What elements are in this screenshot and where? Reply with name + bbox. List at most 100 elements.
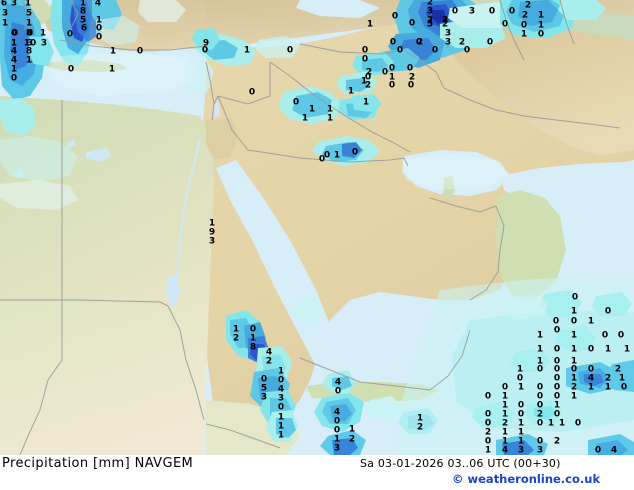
precip-value: 0	[553, 382, 561, 393]
precip-value: 0	[10, 28, 18, 39]
precip-value: 1	[517, 436, 525, 447]
precip-value: 1	[618, 373, 626, 384]
precip-value: 0	[10, 73, 18, 84]
precip-value: 1	[517, 382, 525, 393]
precip-value: 2	[501, 418, 509, 429]
precip-value: 3	[10, 0, 18, 9]
precip-value: 3	[26, 38, 34, 49]
precip-value: 0	[407, 80, 415, 91]
precip-value: 0	[408, 18, 416, 29]
precip-value: 1	[416, 413, 424, 424]
precip-value: 0	[463, 45, 471, 56]
precip-value: 0	[292, 97, 300, 108]
precip-value: 1	[347, 86, 355, 97]
precip-value: 0	[388, 63, 396, 74]
precip-value: 1	[10, 64, 18, 75]
precip-value: 0	[553, 325, 561, 336]
precip-value: 1	[604, 382, 612, 393]
precip-value: 1	[501, 427, 509, 438]
legend-footer: Precipitation [mm] NAVGEM Sa 03-01-2026 …	[0, 455, 634, 490]
precip-value: 1	[604, 344, 612, 355]
precip-value: 0	[536, 418, 544, 429]
precip-value: 1	[553, 400, 561, 411]
precip-value: 1	[208, 218, 216, 229]
precip-value: 1	[243, 45, 251, 56]
precip-value: 0	[351, 147, 359, 158]
precip-value: 0	[415, 37, 423, 48]
precip-value: 0	[318, 154, 326, 165]
precip-value: 2	[365, 67, 373, 78]
precip-value: 0	[520, 20, 528, 31]
precip-value: 4	[277, 384, 285, 395]
precip-value: 1	[277, 412, 285, 423]
precip-value: 1	[277, 366, 285, 377]
precip-value: 1	[333, 150, 341, 161]
precip-value: 0	[594, 445, 602, 455]
copyright-notice: © weatheronline.co.uk	[452, 472, 601, 486]
precip-value: 6	[0, 0, 8, 9]
precip-value: 8	[25, 28, 33, 39]
precipitation-layer	[0, 0, 634, 455]
precip-value: 1	[10, 38, 18, 49]
precip-value: 0	[67, 64, 75, 75]
precip-value: 6	[26, 28, 34, 39]
precip-value: 4	[610, 445, 618, 455]
precip-value: 1	[25, 55, 33, 66]
precip-value: 0	[574, 418, 582, 429]
precip-value: 1	[484, 445, 492, 455]
precip-value: 4	[10, 46, 18, 57]
precip-value: 0	[484, 436, 492, 447]
precip-value: 1	[587, 316, 595, 327]
precip-value: 2	[536, 409, 544, 420]
precip-value: 0	[570, 316, 578, 327]
precip-value: 0	[388, 80, 396, 91]
precip-value: 1	[301, 113, 309, 124]
precip-value: 1	[558, 418, 566, 429]
precip-value: 0	[484, 391, 492, 402]
precip-value: 0	[333, 425, 341, 436]
precip-value: 0	[501, 382, 509, 393]
precip-value: 9	[202, 38, 210, 49]
precip-value: 0	[323, 150, 331, 161]
precip-value: 2	[441, 19, 449, 30]
precip-value: 0	[136, 46, 144, 57]
precip-value: 1	[570, 306, 578, 317]
precip-value: 0	[431, 45, 439, 56]
precip-value: 8	[25, 46, 33, 57]
precip-value: 2	[426, 0, 434, 8]
precip-value: 1	[517, 418, 525, 429]
precip-value: 0	[570, 364, 578, 375]
forecast-timestamp: Sa 03-01-2026 03..06 UTC (00+30)	[360, 457, 561, 470]
precip-value: 3	[1, 8, 9, 19]
precip-value: 0	[364, 72, 372, 83]
precip-value: 1	[24, 0, 32, 9]
precip-value: 3	[536, 445, 544, 455]
precip-value: 1	[108, 64, 116, 75]
precip-value: 1	[232, 324, 240, 335]
precip-value: 4	[265, 347, 273, 358]
precip-value: 0	[536, 382, 544, 393]
precip-value: 2	[364, 80, 372, 91]
precip-value: 1	[570, 373, 578, 384]
precip-value: 2	[416, 422, 424, 433]
precip-value: 0	[553, 344, 561, 355]
precip-value: 10	[23, 38, 37, 49]
precip-value: 8	[79, 6, 87, 17]
precip-value: 2	[348, 434, 356, 445]
precip-value: 2	[570, 382, 578, 393]
precip-value: 1	[95, 15, 103, 26]
precip-value: 0	[260, 374, 268, 385]
precip-value: 0	[571, 292, 579, 303]
precip-value: 2	[521, 10, 529, 21]
precip-value: 0	[11, 28, 19, 39]
precip-value: 2	[524, 0, 532, 11]
precip-value: 3	[517, 445, 525, 455]
precip-value: 0	[553, 356, 561, 367]
precip-value: 4	[333, 407, 341, 418]
precip-value: 0	[249, 324, 257, 335]
precip-value: 1	[366, 19, 374, 30]
precip-value: 4	[10, 55, 18, 66]
precip-value: 4	[94, 0, 102, 9]
precip-value: 0	[333, 416, 341, 427]
precipitation-map[interactable]: 6 3 1 5 3 1 1 0 3 0 6 0 8 1 1 10 3 4 8 4 1 1 0 1 4 8 5 1 6 0 0 0 0 1 0 1 0 9 1…	[0, 0, 634, 455]
